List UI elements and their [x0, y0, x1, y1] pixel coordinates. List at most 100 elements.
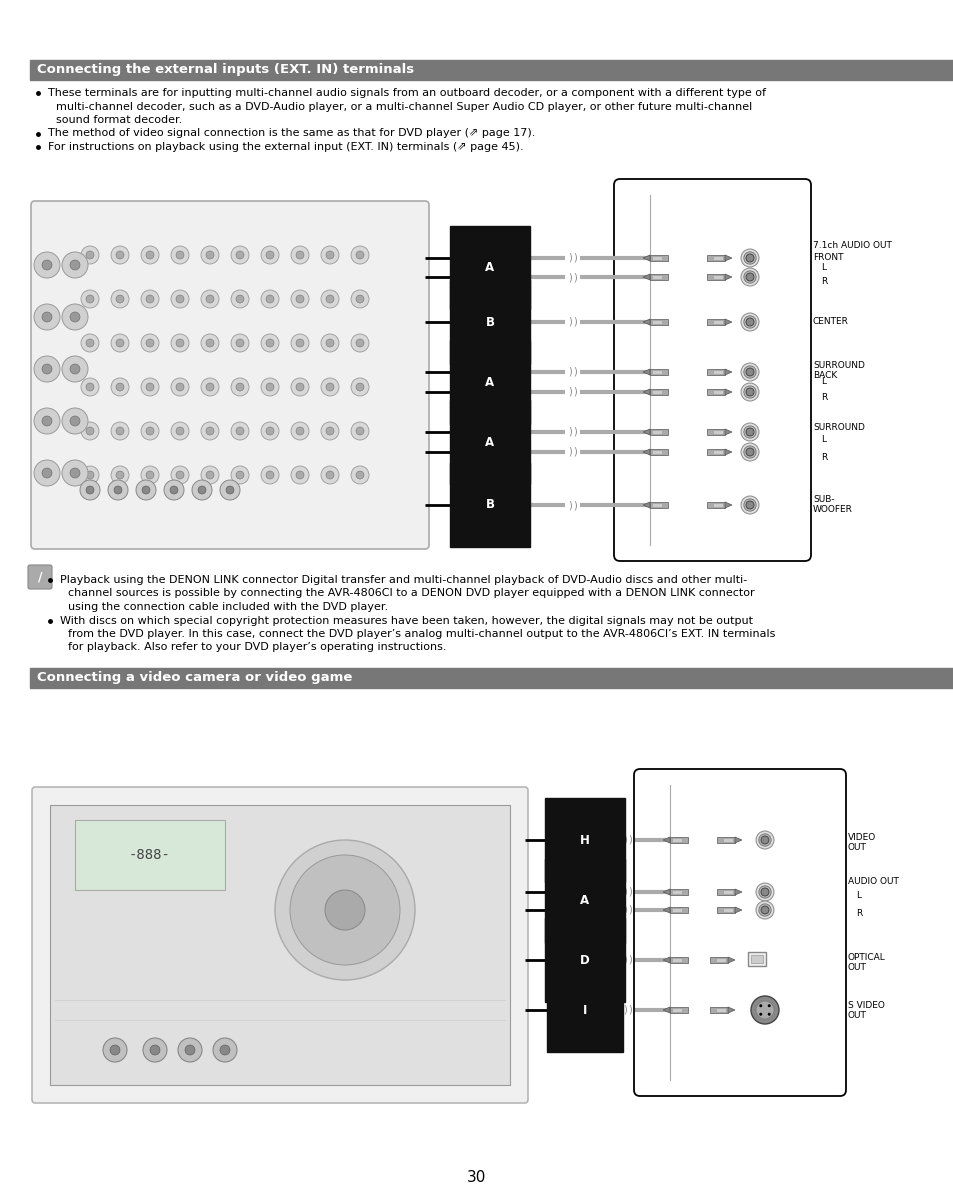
Circle shape: [81, 422, 99, 440]
Text: L: L: [821, 435, 825, 445]
Polygon shape: [642, 448, 649, 454]
Text: R: R: [821, 392, 826, 402]
Circle shape: [86, 295, 94, 303]
Text: BACK: BACK: [812, 370, 837, 380]
Circle shape: [111, 466, 129, 484]
Bar: [476, 450, 485, 454]
Polygon shape: [505, 369, 513, 375]
Circle shape: [261, 290, 278, 308]
Circle shape: [171, 378, 189, 396]
Circle shape: [113, 486, 122, 494]
Text: WOOFER: WOOFER: [812, 506, 852, 514]
Circle shape: [320, 290, 338, 308]
Bar: [722, 890, 732, 894]
Circle shape: [116, 471, 124, 478]
Circle shape: [740, 363, 759, 381]
Bar: [488, 388, 505, 394]
Circle shape: [42, 260, 52, 270]
Polygon shape: [642, 502, 649, 508]
Circle shape: [266, 427, 274, 435]
Text: for playback. Also refer to your DVD player’s operating instructions.: for playback. Also refer to your DVD pla…: [68, 643, 446, 652]
Circle shape: [740, 249, 759, 267]
Bar: [747, 952, 765, 966]
Circle shape: [231, 378, 249, 396]
Bar: [649, 369, 667, 375]
Bar: [582, 1007, 600, 1013]
Circle shape: [198, 486, 206, 494]
Circle shape: [103, 1038, 127, 1062]
Polygon shape: [662, 957, 669, 963]
Circle shape: [266, 251, 274, 259]
Circle shape: [70, 468, 80, 478]
Circle shape: [201, 290, 219, 308]
Text: R: R: [855, 909, 862, 917]
Circle shape: [740, 382, 759, 400]
Bar: [488, 448, 505, 454]
Circle shape: [758, 886, 770, 898]
Polygon shape: [505, 275, 513, 281]
Text: channel sources is possible by connecting the AVR-4806CI to a DENON DVD player e: channel sources is possible by connectin…: [68, 589, 754, 598]
Bar: [651, 390, 661, 394]
Circle shape: [86, 251, 94, 259]
Bar: [651, 504, 661, 507]
Text: L: L: [821, 378, 825, 386]
Polygon shape: [600, 888, 607, 894]
Text: ): ): [573, 253, 577, 263]
Text: ): ): [622, 1005, 626, 1016]
Polygon shape: [600, 906, 607, 912]
Circle shape: [42, 312, 52, 323]
Circle shape: [740, 496, 759, 514]
Circle shape: [146, 339, 153, 347]
Polygon shape: [734, 837, 741, 843]
Text: B: B: [485, 315, 494, 329]
Circle shape: [116, 251, 124, 259]
Bar: [75, 820, 225, 890]
Circle shape: [70, 312, 80, 323]
Circle shape: [745, 254, 753, 263]
Circle shape: [745, 501, 753, 510]
Polygon shape: [642, 429, 649, 435]
Circle shape: [740, 442, 759, 460]
Bar: [651, 450, 661, 454]
Bar: [649, 448, 667, 454]
Circle shape: [266, 339, 274, 347]
Polygon shape: [662, 906, 669, 912]
Circle shape: [261, 246, 278, 264]
Bar: [671, 890, 681, 894]
Text: ): ): [568, 367, 571, 376]
Bar: [712, 504, 722, 507]
Circle shape: [759, 1005, 761, 1007]
Bar: [494, 320, 503, 324]
Circle shape: [116, 382, 124, 391]
Bar: [476, 257, 485, 260]
Bar: [588, 908, 598, 912]
Circle shape: [201, 466, 219, 484]
Circle shape: [755, 882, 773, 900]
Bar: [651, 370, 661, 374]
Circle shape: [206, 295, 213, 303]
Bar: [651, 320, 661, 324]
Text: L: L: [855, 891, 861, 899]
Bar: [649, 255, 667, 261]
FancyBboxPatch shape: [634, 769, 845, 1096]
Polygon shape: [600, 957, 607, 963]
Polygon shape: [642, 275, 649, 281]
Circle shape: [326, 471, 334, 478]
Polygon shape: [734, 906, 741, 912]
Text: ): ): [573, 387, 577, 397]
Circle shape: [111, 246, 129, 264]
Polygon shape: [467, 319, 474, 325]
Bar: [716, 958, 725, 962]
Circle shape: [290, 855, 399, 965]
Bar: [671, 1008, 681, 1012]
Circle shape: [266, 295, 274, 303]
Circle shape: [175, 295, 184, 303]
Circle shape: [81, 378, 99, 396]
Bar: [476, 430, 485, 434]
Text: Playback using the DENON LINK connector Digital transfer and multi-channel playb: Playback using the DENON LINK connector …: [60, 576, 746, 585]
Text: ): ): [568, 387, 571, 397]
Text: ): ): [573, 272, 577, 282]
Polygon shape: [561, 1007, 568, 1013]
Text: ): ): [627, 835, 631, 845]
Circle shape: [355, 339, 364, 347]
